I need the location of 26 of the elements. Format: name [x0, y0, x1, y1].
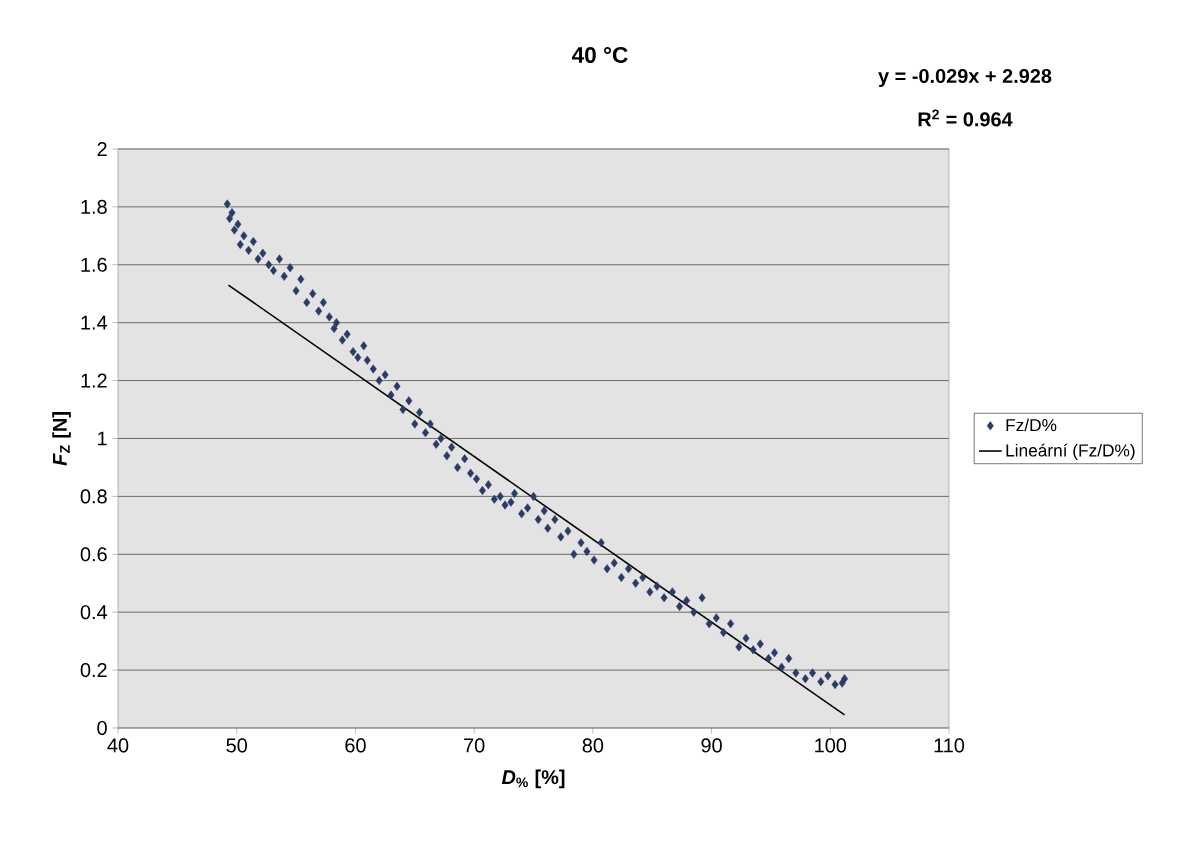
- text: y = -0.029x + 2.928: [878, 68, 1052, 87]
- y-tick-label: 0.6: [80, 547, 107, 562]
- text: R$^{2}$ = 0.964: [918, 109, 1013, 127]
- x-axis-title: D$_{%}$ [%]: [501, 769, 565, 789]
- x-tick-label: 110: [934, 738, 965, 753]
- y-tick-label: 1.6: [81, 257, 107, 272]
- x-tick-label: 40: [107, 738, 129, 753]
- y-tick-label: 0.8: [80, 489, 107, 504]
- y-tick-label: 1.2: [81, 373, 107, 388]
- legend-label: Lineární (Fz/D%): [1006, 443, 1135, 460]
- x-tick-label: 70: [464, 738, 485, 753]
- y-tick-label: 0.4: [80, 605, 108, 620]
- y-tick-label: 1: [98, 431, 107, 446]
- y-tick-label: 2: [97, 142, 107, 156]
- y-tick-label: 0: [97, 720, 107, 736]
- legend-label: Fz/D%: [1006, 418, 1057, 432]
- x-tick-label: 90: [701, 738, 722, 753]
- x-tick-label: 100: [815, 738, 847, 753]
- x-tick-label: 50: [226, 738, 248, 753]
- y-tick-label: 0.2: [80, 663, 107, 678]
- y-tick-label: 1.4: [81, 315, 108, 330]
- y-axis-title: F$_{Z}$ [N]: [52, 412, 71, 466]
- x-tick-label: 60: [345, 738, 366, 753]
- chart-title: 40 °C: [571, 46, 628, 63]
- x-tick-label: 80: [582, 738, 604, 753]
- y-tick-label: 1.8: [81, 199, 107, 214]
